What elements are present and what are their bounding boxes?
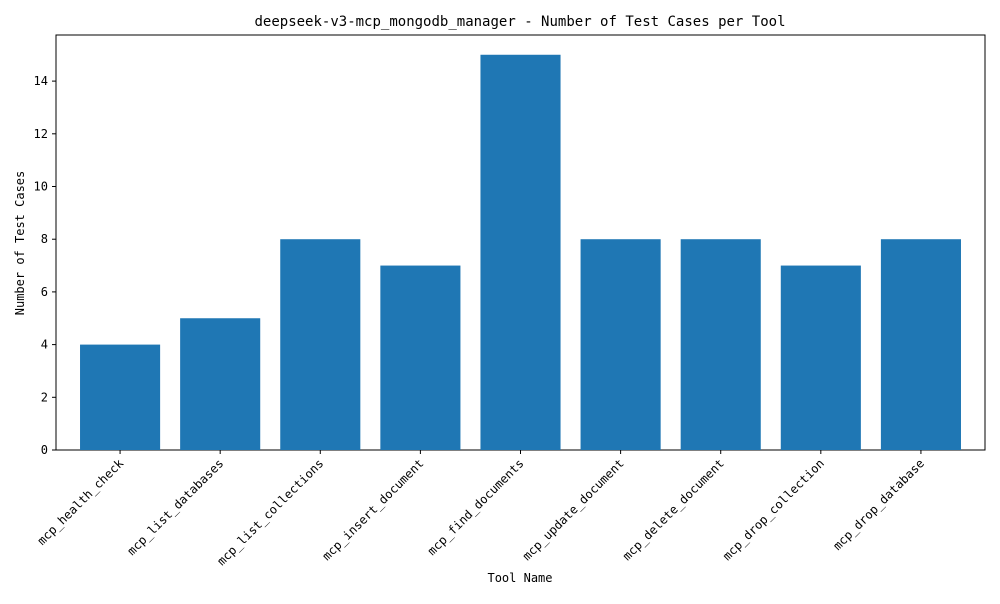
x-tick-label: mcp_find_documents: [425, 456, 527, 558]
y-tick-label: 8: [41, 232, 48, 246]
bar-mcp-list-databases: [180, 318, 261, 450]
y-tick-label: 10: [34, 180, 48, 194]
bar-mcp-drop-database: [880, 239, 961, 450]
x-tick-label: mcp_update_document: [520, 456, 627, 563]
y-tick-label: 2: [41, 390, 48, 404]
plot-area: 0 2 4 6 8 10 12 14 mcp_health_checkmcp_list_dat…: [34, 34, 986, 568]
x-tick-label: mcp_insert_document: [320, 456, 427, 563]
y-tick-label: 6: [41, 285, 48, 299]
bar-mcp-delete-document: [680, 239, 761, 450]
y-tick-label: 12: [34, 127, 48, 141]
x-tick-label: mcp_delete_document: [620, 456, 727, 563]
y-tick-label: 4: [41, 338, 48, 352]
x-tick-label: mcp_drop_collection: [720, 456, 827, 563]
x-tick-label: mcp_list_databases: [124, 456, 226, 558]
y-axis-ticks: 0 2 4 6 8 10 12 14: [34, 74, 56, 457]
chart-title: deepseek-v3-mcp_mongodb_manager - Number…: [254, 14, 785, 30]
y-axis-label: Number of Test Cases: [13, 171, 27, 316]
x-axis-label: Tool Name: [487, 571, 552, 585]
x-axis-ticks: mcp_health_checkmcp_list_databasesmcp_li…: [35, 450, 927, 568]
bar-mcp-update-document: [580, 239, 661, 450]
y-tick-label: 14: [34, 74, 48, 88]
bar-mcp-drop-collection: [780, 265, 861, 450]
bars-layer: [80, 54, 961, 450]
x-tick-label: mcp_drop_database: [830, 456, 927, 553]
x-tick-label: mcp_list_collections: [214, 456, 326, 568]
x-tick-label: mcp_health_check: [35, 456, 127, 548]
bar-mcp-find-documents: [480, 54, 561, 450]
bar-mcp-list-collections: [280, 239, 361, 450]
bar-mcp-insert-document: [380, 265, 461, 450]
y-tick-label: 0: [41, 443, 48, 457]
bar-mcp-health-check: [80, 344, 161, 450]
